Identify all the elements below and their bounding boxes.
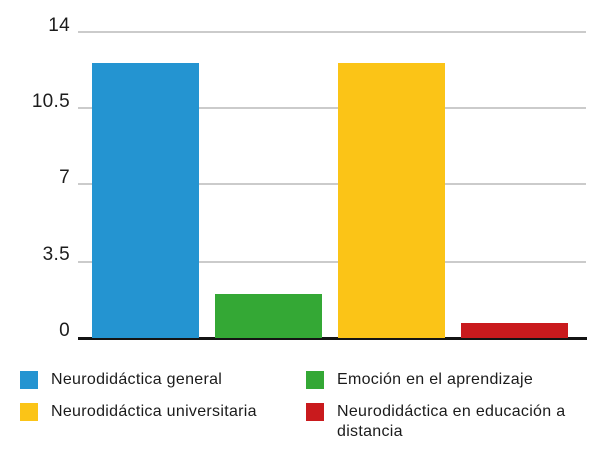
y-tick-label-0: 0 [59,320,70,341]
legend-swatch-green [306,371,324,389]
bar-emocion-en-el-aprendizaje [215,294,322,338]
gridline-14 [78,31,586,33]
legend-swatch-red [306,403,324,421]
gridline-10-5 [78,107,586,109]
legend-swatch-yellow [20,403,38,421]
x-axis-line [78,337,587,340]
legend-label: Neurodidáctica general [51,371,223,388]
legend-item-emocion-en-el-aprendizaje: Emoción en el aprendizaje [306,370,591,390]
gridline-3-5 [78,261,586,263]
legend-item-neurodidactica-educacion-distancia: Neurodidáctica en educación a distancia [306,402,591,442]
legend-label: Neurodidáctica universitaria [51,403,257,420]
y-tick-label-3-5: 3.5 [42,244,70,265]
y-tick-label-14: 14 [48,15,70,36]
y-tick-label-10-5: 10.5 [31,91,70,112]
legend-swatch-blue [20,371,38,389]
legend-label: Emoción en el aprendizaje [337,371,534,388]
y-tick-label-7: 7 [59,167,70,188]
bar-neurodidactica-general [92,63,199,338]
legend-item-neurodidactica-universitaria: Neurodidáctica universitaria [20,402,290,422]
bar-neurodidactica-educacion-distancia [461,323,568,338]
gridline-7 [78,183,586,185]
legend-label: Neurodidáctica en educación a distancia [337,403,566,440]
bar-neurodidactica-universitaria [338,63,445,338]
legend-item-neurodidactica-general: Neurodidáctica general [20,370,290,390]
